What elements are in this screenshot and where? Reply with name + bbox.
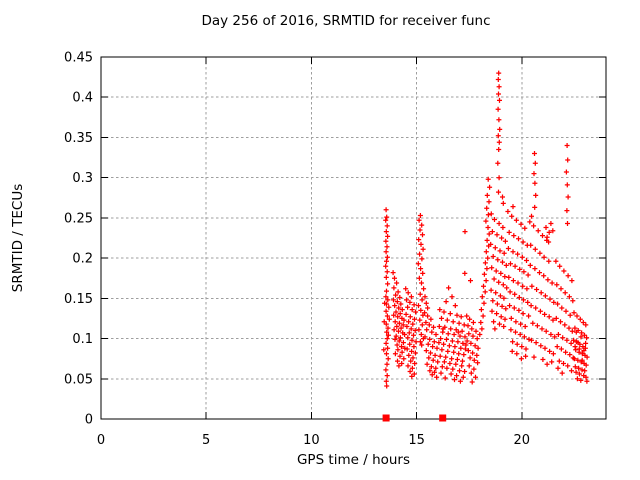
x-tick-label: 0 xyxy=(97,433,105,448)
x-tick-label: 20 xyxy=(514,433,531,448)
y-tick-label: 0.2 xyxy=(72,252,93,267)
baseline-marker xyxy=(382,414,390,422)
chart-title: Day 256 of 2016, SRMTID for receiver fun… xyxy=(201,13,491,29)
y-tick-label: 0.3 xyxy=(72,171,93,186)
data-points xyxy=(381,70,590,389)
y-tick-label: 0.1 xyxy=(72,332,93,347)
y-tick-label: 0.35 xyxy=(64,131,93,146)
x-tick-label: 5 xyxy=(202,433,210,448)
y-tick-label: 0.25 xyxy=(64,211,93,226)
tick-marks xyxy=(100,56,606,420)
y-tick-label: 0.15 xyxy=(64,292,93,307)
baseline-marker xyxy=(439,414,447,422)
y-tick-label: 0 xyxy=(85,413,93,428)
x-axis-label: GPS time / hours xyxy=(296,452,411,468)
x-tick-label: 10 xyxy=(303,433,320,448)
y-tick-label: 0.05 xyxy=(64,372,93,387)
y-tick-label: 0.45 xyxy=(64,51,93,66)
grid-lines xyxy=(101,57,606,419)
x-tick-label: 15 xyxy=(408,433,425,448)
plot-frame xyxy=(100,56,607,420)
y-tick-label: 0.4 xyxy=(72,91,93,106)
y-axis-label: SRMTID / TECUs xyxy=(10,183,26,293)
